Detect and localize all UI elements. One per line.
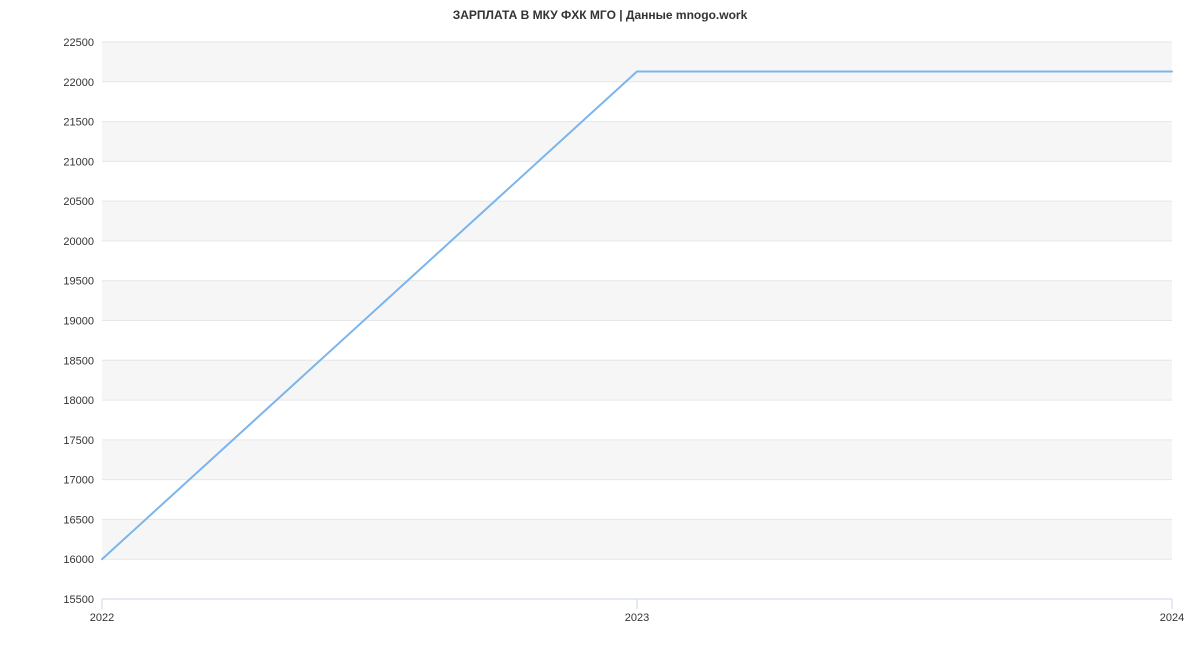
svg-text:19000: 19000 (63, 316, 94, 328)
svg-text:2022: 2022 (90, 612, 114, 624)
svg-text:20500: 20500 (63, 196, 94, 208)
svg-text:18500: 18500 (63, 355, 94, 367)
salary-line-chart: ЗАРПЛАТА В МКУ ФХК МГО | Данные mnogo.wo… (0, 0, 1200, 650)
svg-text:15500: 15500 (63, 594, 94, 606)
svg-text:22500: 22500 (63, 37, 94, 49)
chart-svg: 15500 16000 16500 17000 17500 18000 18500 19000… (0, 0, 1200, 650)
svg-text:17500: 17500 (63, 435, 94, 447)
chart-title: ЗАРПЛАТА В МКУ ФХК МГО | Данные mnogo.wo… (0, 8, 1200, 22)
svg-text:19500: 19500 (63, 276, 94, 288)
svg-text:18000: 18000 (63, 395, 94, 407)
svg-text:17000: 17000 (63, 475, 94, 487)
svg-text:16000: 16000 (63, 554, 94, 566)
svg-text:21500: 21500 (63, 117, 94, 129)
svg-text:22000: 22000 (63, 77, 94, 89)
svg-text:20000: 20000 (63, 236, 94, 248)
svg-text:21000: 21000 (63, 156, 94, 168)
svg-text:2023: 2023 (625, 612, 649, 624)
svg-text:2024: 2024 (1160, 612, 1184, 624)
svg-text:16500: 16500 (63, 514, 94, 526)
